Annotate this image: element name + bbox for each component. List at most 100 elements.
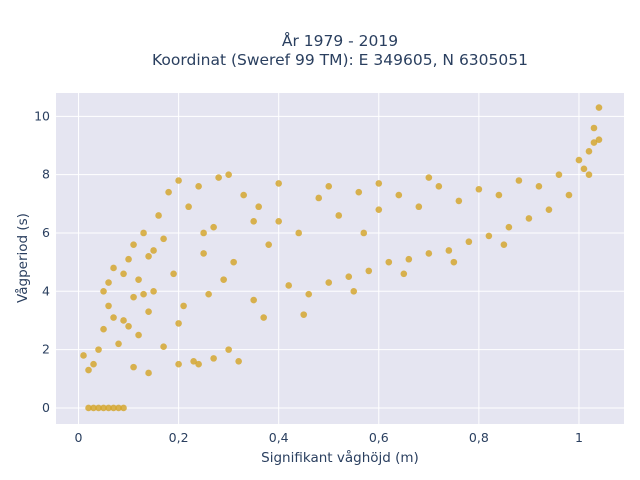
y-tick-label: 4 [42,283,50,298]
data-point [275,180,282,187]
data-point [225,346,232,353]
x-tick-label: 0,2 [169,430,189,445]
data-point [475,185,483,193]
data-point [145,308,152,316]
data-point [425,250,433,257]
data-point [485,232,493,240]
data-point [575,156,583,164]
data-point [325,183,333,190]
data-point [500,241,508,248]
data-point [590,124,598,132]
data-point [405,255,413,263]
data-point [255,203,262,211]
data-point [325,279,333,286]
data-point [210,223,217,231]
data-point [595,136,603,143]
x-axis-label: Signifikant våghöjd (m) [261,449,419,466]
y-axis-label: Vågperiod (s) [14,213,31,303]
data-point [135,331,142,339]
y-tick-labels: 0 2 4 6 8 10 [34,108,50,415]
data-point [415,203,423,211]
data-point [525,215,533,222]
data-point [175,177,182,184]
data-point [400,270,408,278]
y-tick-label: 6 [42,225,50,240]
data-point [275,218,282,225]
data-point [110,264,117,272]
x-tick-label: 0 [75,430,83,445]
data-point [130,293,137,301]
data-point [395,191,403,199]
data-point [595,104,603,111]
data-point [235,357,242,365]
data-point [435,183,443,190]
data-point [175,320,182,327]
data-point [265,241,272,248]
data-point [345,273,353,281]
data-point [200,250,207,257]
data-point [130,363,137,371]
data-point [95,404,102,412]
data-point [580,165,588,173]
data-point [230,258,237,266]
data-point [160,343,167,351]
data-point [465,238,473,246]
data-point [145,253,152,260]
data-point [295,229,303,237]
grid-lines [56,93,624,424]
data-point [535,183,543,190]
data-point [130,241,137,248]
data-point [305,290,313,298]
y-tick-label: 10 [34,108,50,123]
data-point [335,212,343,219]
data-point [425,174,433,181]
x-tick-label: 0,4 [269,430,289,445]
y-tick-label: 0 [42,400,50,415]
data-point [115,340,122,348]
data-point [590,139,598,146]
data-point [105,302,112,310]
data-point [585,171,593,178]
x-tick-labels: 0 0,2 0,4 0,6 0,8 1 [75,430,583,445]
data-point [585,148,593,155]
data-point [140,290,147,298]
data-point [90,360,97,368]
x-tick-label: 0,6 [369,430,389,445]
x-tick-label: 1 [575,430,583,445]
data-point [495,191,503,199]
data-point [115,404,122,412]
data-point [85,404,92,412]
data-point [505,223,513,231]
data-point [215,174,222,181]
scatter-points [80,104,603,412]
data-point [210,355,217,362]
data-point [195,360,202,368]
data-point [195,183,202,190]
chart-title-line-1: År 1979 - 2019 [282,31,398,50]
data-point [120,404,127,412]
data-point [180,302,187,310]
data-point [140,229,147,237]
data-point [165,188,172,196]
data-point [555,171,563,178]
data-point [150,247,157,254]
data-point [300,311,308,318]
plot-area [56,93,624,424]
data-point [175,360,182,368]
data-point [250,296,257,304]
data-point [285,282,293,289]
data-point [100,288,107,295]
data-point [135,276,142,283]
data-point [100,325,107,333]
data-point [250,218,257,225]
data-point [260,314,267,321]
data-point [105,404,112,412]
data-point [445,247,453,254]
data-point [160,235,167,243]
data-point [375,180,383,187]
data-point [385,258,393,266]
data-point [105,279,112,286]
data-point [170,270,177,278]
data-point [90,404,97,412]
data-point [205,290,212,298]
